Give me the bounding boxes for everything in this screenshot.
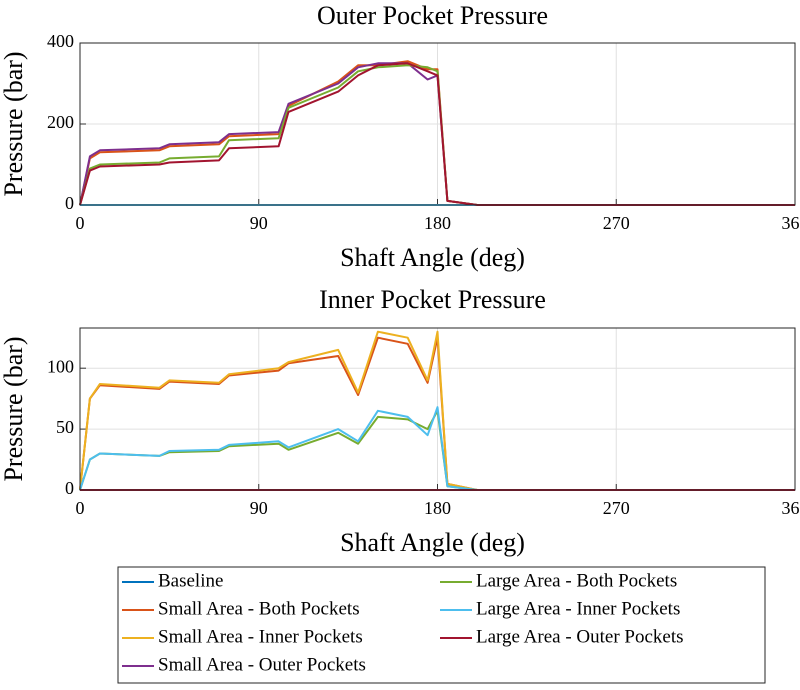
x-tick-label: 180: [424, 498, 451, 518]
legend-label: Large Area - Both Pockets: [476, 570, 677, 591]
y-tick-label: 100: [47, 356, 74, 376]
y-axis-label: Pressure (bar): [0, 336, 28, 481]
plot-frame: [79, 42, 796, 206]
chart-title: Inner Pocket Pressure: [319, 285, 546, 314]
legend-label: Small Area - Outer Pockets: [158, 654, 366, 675]
legend-box: [117, 566, 766, 684]
y-axis-label: Pressure (bar): [0, 51, 28, 196]
x-tick-label: 90: [250, 498, 268, 518]
legend-label: Small Area - Both Pockets: [158, 598, 360, 619]
series-line: [79, 406, 795, 491]
x-tick-label: 270: [603, 498, 630, 518]
legend-label: Large Area - Inner Pockets: [476, 598, 680, 619]
legend-label: Baseline: [158, 570, 223, 591]
y-tick-label: 400: [47, 31, 74, 51]
x-tick-label: 0: [76, 213, 85, 233]
y-tick-label: 0: [65, 478, 74, 498]
x-tick-label: 270: [603, 213, 630, 233]
series-line: [79, 62, 795, 206]
x-axis-label: Shaft Angle (deg): [340, 528, 525, 557]
x-tick-label: 0: [76, 498, 85, 518]
legend-label: Small Area - Inner Pockets: [158, 626, 363, 647]
x-axis-label: Shaft Angle (deg): [340, 243, 525, 272]
x-tick-label: 90: [250, 213, 268, 233]
x-tick-label: 360: [782, 213, 800, 233]
plot-frame: [79, 327, 796, 491]
y-tick-label: 200: [47, 112, 74, 132]
series-line: [79, 330, 795, 491]
y-tick-label: 0: [65, 193, 74, 213]
x-tick-label: 360: [782, 498, 800, 518]
legend-label: Large Area - Outer Pockets: [476, 626, 684, 647]
x-tick-label: 180: [424, 213, 451, 233]
chart-title: Outer Pocket Pressure: [317, 1, 548, 30]
y-tick-label: 50: [56, 417, 74, 437]
